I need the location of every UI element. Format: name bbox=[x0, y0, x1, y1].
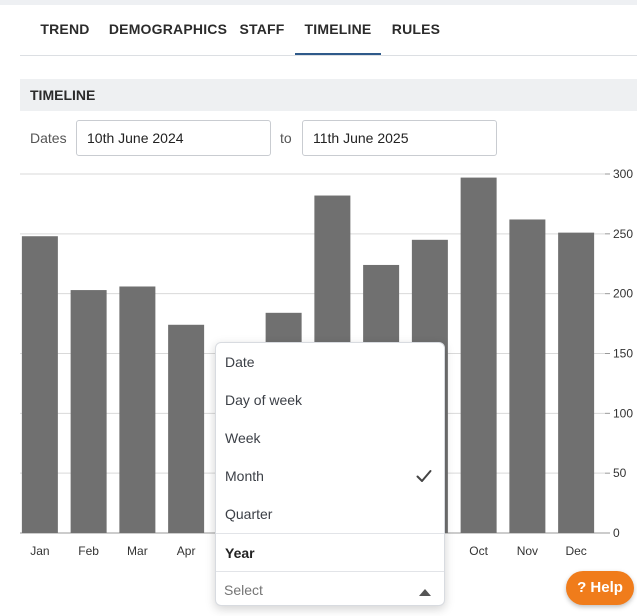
x-tick-label: Apr bbox=[177, 544, 196, 558]
y-tick-label: 150 bbox=[613, 347, 633, 361]
check-icon bbox=[416, 457, 432, 495]
y-tick-label: 100 bbox=[613, 406, 633, 420]
option-label: Quarter bbox=[225, 506, 273, 522]
section-title: TIMELINE bbox=[20, 79, 637, 111]
bar bbox=[119, 286, 156, 533]
option-month[interactable]: Month bbox=[216, 457, 444, 495]
dates-label: Dates bbox=[30, 130, 67, 146]
granularity-dropdown: Date Day of week Week Month Quarter Year bbox=[215, 342, 445, 606]
option-label: Week bbox=[225, 430, 261, 446]
tab-timeline[interactable]: TIMELINE bbox=[295, 5, 381, 55]
option-date[interactable]: Date bbox=[216, 343, 444, 381]
caret-up-icon[interactable] bbox=[418, 584, 432, 602]
date-separator-label: to bbox=[280, 130, 292, 146]
tab-staff[interactable]: STAFF bbox=[239, 21, 285, 37]
tab-trend[interactable]: TREND bbox=[40, 21, 90, 37]
x-tick-label: Nov bbox=[517, 544, 538, 558]
bar bbox=[70, 290, 107, 533]
tab-rules[interactable]: RULES bbox=[391, 21, 441, 37]
dropdown-search-input[interactable] bbox=[224, 578, 404, 602]
option-year[interactable]: Year bbox=[216, 533, 444, 571]
option-quarter[interactable]: Quarter bbox=[216, 495, 444, 533]
top-strip bbox=[0, 0, 637, 5]
bar bbox=[21, 236, 58, 533]
bar bbox=[509, 219, 546, 533]
bar bbox=[460, 177, 497, 533]
x-tick-label: Jan bbox=[30, 544, 49, 558]
tab-demographics[interactable]: DEMOGRAPHICS bbox=[108, 21, 228, 37]
y-tick-label: 50 bbox=[613, 466, 627, 480]
start-date-input[interactable] bbox=[76, 120, 271, 156]
tab-bar: TREND DEMOGRAPHICS STAFF TIMELINE RULES bbox=[20, 5, 637, 56]
y-tick-label: 250 bbox=[613, 227, 633, 241]
option-label: Month bbox=[225, 468, 264, 484]
x-tick-label: Dec bbox=[565, 544, 586, 558]
option-day-of-week[interactable]: Day of week bbox=[216, 381, 444, 419]
end-date-input[interactable] bbox=[302, 120, 497, 156]
help-button[interactable]: ? Help bbox=[566, 571, 634, 605]
dropdown-select-row bbox=[216, 571, 444, 605]
x-tick-label: Oct bbox=[469, 544, 488, 558]
x-tick-label: Feb bbox=[78, 544, 99, 558]
bar bbox=[168, 324, 205, 533]
option-week[interactable]: Week bbox=[216, 419, 444, 457]
y-tick-label: 300 bbox=[613, 167, 633, 181]
option-label: Day of week bbox=[225, 392, 303, 408]
option-label: Date bbox=[225, 354, 255, 370]
y-tick-label: 200 bbox=[613, 287, 633, 301]
y-tick-label: 0 bbox=[613, 526, 620, 540]
x-tick-label: Mar bbox=[127, 544, 148, 558]
option-label: Year bbox=[225, 545, 255, 561]
bar bbox=[558, 232, 595, 533]
